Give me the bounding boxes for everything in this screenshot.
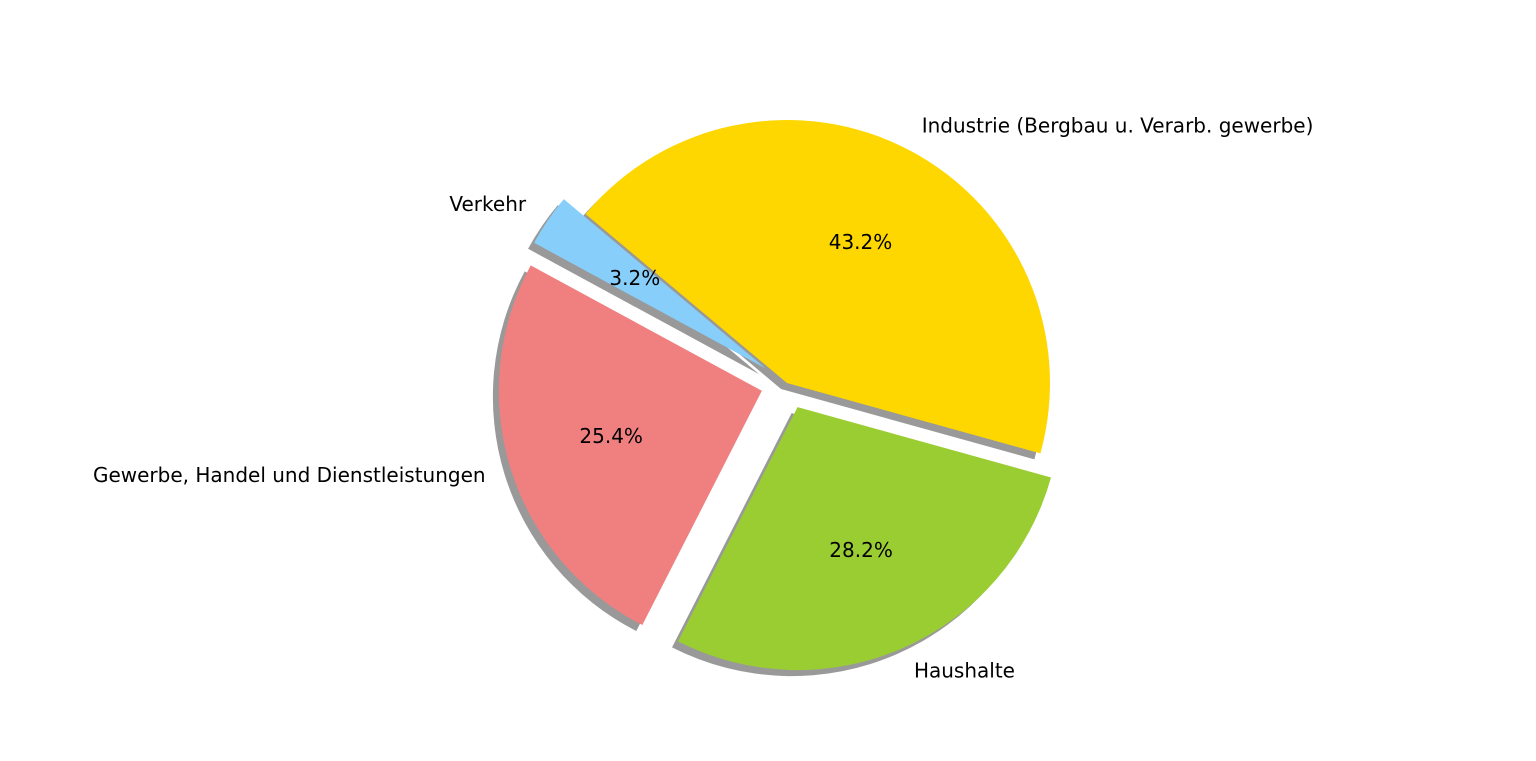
slice-label-gewerbe-handel-und-dienstleistungen: Gewerbe, Handel und Dienstleistungen (93, 463, 486, 487)
pct-label-verkehr: 3.2% (609, 266, 660, 290)
slices (498, 120, 1051, 671)
slice-gewerbe-handel-und-dienstleistungen (498, 265, 762, 626)
slice-verkehr (534, 199, 766, 369)
pct-label-haushalte: 28.2% (829, 538, 893, 562)
slice-label-industrie-bergbau-u-verarb-gewerbe: Industrie (Bergbau u. Verarb. gewerbe) (922, 113, 1314, 137)
slice-label-verkehr: Verkehr (449, 192, 527, 216)
pct-label-gewerbe-handel-und-dienstleistungen: 25.4% (579, 424, 643, 448)
slice-haushalte (678, 407, 1051, 671)
slice-industrie-bergbau-u-verarb-gewerbe (585, 120, 1050, 454)
pct-label-industrie-bergbau-u-verarb-gewerbe: 43.2% (829, 230, 893, 254)
slice-label-haushalte: Haushalte (914, 658, 1015, 682)
labels: 3.2% Verkehr 25.4% Gewerbe, Handel und Dien… (93, 113, 1313, 682)
